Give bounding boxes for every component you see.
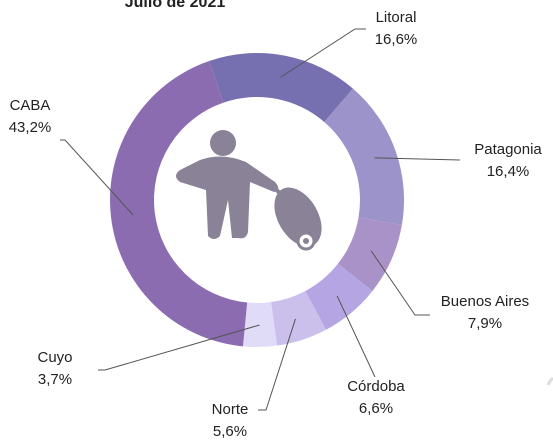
slice-value-label: 6,6% [359,400,393,417]
slice-label: Norte [212,401,249,418]
corner-decoration [546,376,553,386]
traveler-icon [176,130,322,251]
leader-line [336,295,376,378]
donut-slice [337,217,402,291]
leader-line [60,139,134,216]
slice-value-label: 3,7% [38,371,72,388]
slice-value-label: 7,9% [468,315,502,332]
slice-label: CABA [10,97,51,114]
donut-slice [209,52,353,122]
slice-value-label: 16,4% [487,163,530,180]
leader-line [258,318,296,411]
slice-value-label: 16,6% [375,31,418,48]
slice-label: Litoral [376,9,417,26]
slice-label: Patagonia [474,141,542,158]
leader-line [98,324,260,371]
slice-label: Buenos Aires [441,293,529,310]
donut-slice [271,290,327,346]
donut-slice [324,88,404,226]
slice-value-label: 43,2% [9,119,52,136]
leader-line [374,157,461,161]
slice-label: Córdoba [347,378,405,395]
leader-line [370,250,430,316]
slice-value-label: 5,6% [213,423,247,440]
donut-slice [305,263,373,330]
donut-slice [242,302,278,347]
donut-slice [110,61,248,347]
leader-line [280,28,366,78]
slice-label: Cuyo [37,349,72,366]
chart-title: Julio de 2021 [125,0,226,11]
